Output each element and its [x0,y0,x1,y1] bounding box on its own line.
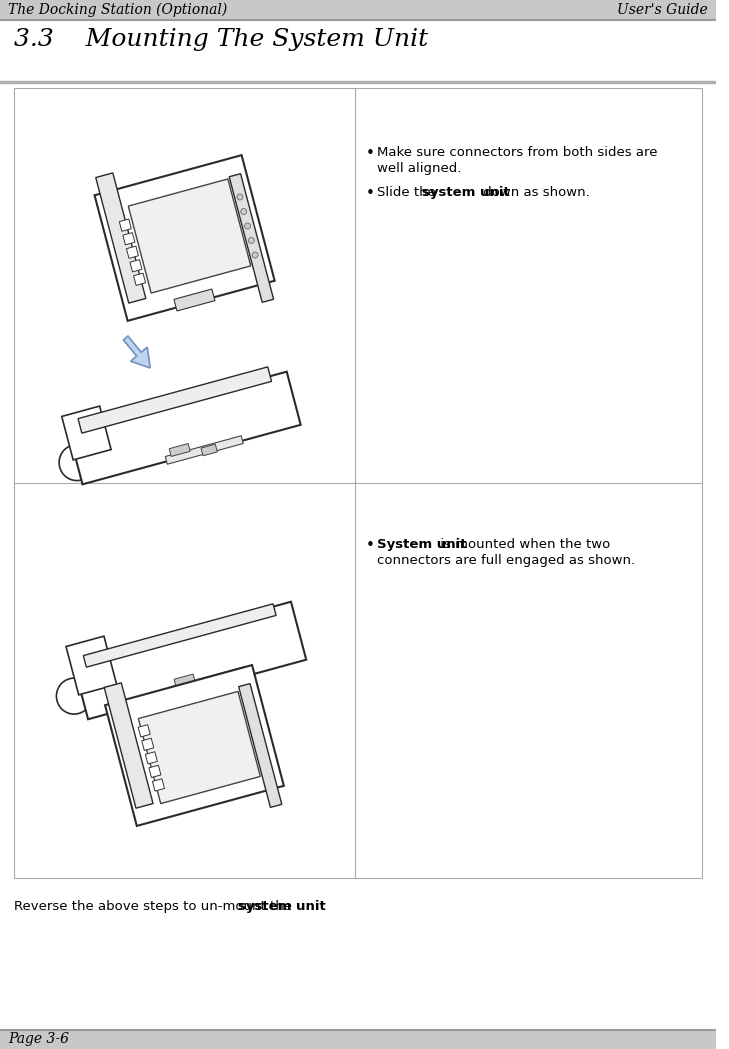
Polygon shape [149,766,161,777]
Polygon shape [62,406,111,459]
Text: User's Guide: User's Guide [617,3,708,17]
Text: •: • [365,186,374,201]
Polygon shape [169,444,190,456]
Polygon shape [95,155,275,321]
Polygon shape [69,371,300,485]
Circle shape [245,223,251,229]
Polygon shape [165,435,243,465]
Polygon shape [152,778,165,791]
Text: .: . [300,900,305,913]
Polygon shape [104,683,153,808]
Polygon shape [130,260,142,272]
Polygon shape [73,602,306,720]
Text: Page 3-6: Page 3-6 [8,1032,69,1047]
Polygon shape [95,173,146,303]
Polygon shape [66,636,117,694]
Polygon shape [123,233,135,244]
Circle shape [241,209,246,214]
Polygon shape [105,665,284,826]
Bar [14,88,702,878]
Text: •: • [365,146,374,160]
Bar [0,0,716,20]
Circle shape [56,678,92,714]
Polygon shape [120,219,131,232]
Polygon shape [174,675,195,687]
Text: well aligned.: well aligned. [377,162,461,175]
Polygon shape [133,273,146,285]
Polygon shape [229,174,273,302]
Text: The Docking Station (Optional): The Docking Station (Optional) [8,3,227,17]
Text: System unit: System unit [377,538,467,551]
Polygon shape [139,725,150,737]
Circle shape [237,194,243,200]
Polygon shape [139,691,260,804]
Circle shape [59,445,95,480]
Polygon shape [238,684,282,808]
Polygon shape [128,179,251,293]
Text: Slide the: Slide the [377,186,440,199]
Polygon shape [174,290,215,311]
Polygon shape [206,675,222,686]
Circle shape [249,237,254,243]
Polygon shape [201,444,217,456]
Polygon shape [141,738,154,750]
Text: system unit: system unit [422,186,510,199]
Text: •: • [365,538,374,553]
Text: Reverse the above steps to un-mount the: Reverse the above steps to un-mount the [14,900,296,913]
Text: is mounted when the two: is mounted when the two [436,538,610,551]
Bar [0,1030,716,1049]
Polygon shape [126,247,139,258]
Text: 3.3    Mounting The System Unit: 3.3 Mounting The System Unit [14,28,428,51]
Text: Make sure connectors from both sides are: Make sure connectors from both sides are [377,146,658,159]
Polygon shape [170,666,248,694]
Text: down as shown.: down as shown. [479,186,590,199]
Text: connectors are full engaged as shown.: connectors are full engaged as shown. [377,554,635,568]
FancyArrow shape [123,336,150,368]
Polygon shape [78,367,272,433]
Text: system unit: system unit [238,900,325,913]
Polygon shape [145,752,157,764]
Circle shape [252,252,258,258]
Polygon shape [83,604,276,667]
